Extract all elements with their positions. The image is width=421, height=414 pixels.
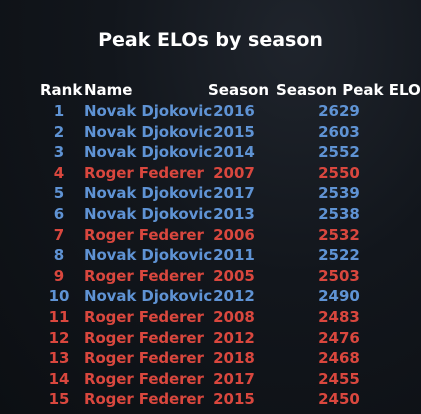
cell-season: 2017	[213, 184, 255, 203]
cell-elo: 2455	[318, 369, 360, 388]
cell-season: 2005	[213, 266, 255, 285]
table-row: 8 Novak Djokovic 2011 2522	[0, 245, 421, 265]
cell-elo: 2450	[318, 390, 360, 409]
cell-rank: 10	[48, 287, 70, 306]
cell-name: Roger Federer	[84, 349, 204, 368]
cell-rank: 6	[53, 205, 65, 223]
cell-rank: 5	[53, 184, 65, 203]
table-row: 14 Roger Federer 2017 2455	[0, 369, 421, 389]
cell-name: Roger Federer	[84, 266, 204, 285]
cell-name: Roger Federer	[84, 163, 204, 182]
cell-rank: 14	[48, 369, 70, 388]
cell-name: Roger Federer	[84, 328, 204, 347]
cell-season: 2008	[213, 308, 255, 326]
cell-season: 2016	[213, 102, 255, 120]
table-row: 11 Roger Federer 2008 2483	[0, 307, 421, 327]
table-row: 15 Roger Federer 2015 2450	[0, 389, 421, 409]
cell-season: 2018	[213, 349, 255, 368]
cell-elo: 2503	[318, 266, 360, 285]
header-elo: Season Peak ELO	[276, 81, 421, 99]
cell-season: 2017	[213, 369, 255, 388]
cell-elo: 2476	[318, 328, 360, 347]
cell-rank: 11	[48, 308, 70, 326]
cell-season: 2007	[213, 163, 255, 182]
cell-rank: 13	[48, 349, 70, 368]
table-row: 1 Novak Djokovic 2016 2629	[0, 101, 421, 121]
table-row: 12 Roger Federer 2012 2476	[0, 328, 421, 348]
cell-elo: 2629	[318, 102, 360, 120]
cell-season: 2012	[213, 328, 255, 347]
cell-rank: 3	[53, 143, 65, 162]
table-row: 4 Roger Federer 2007 2550	[0, 163, 421, 183]
cell-name: Roger Federer	[84, 308, 204, 326]
cell-name: Novak Djokovic	[84, 184, 213, 203]
cell-elo: 2522	[318, 246, 360, 265]
table-header: Rank Name Season Season Peak ELO	[0, 80, 421, 100]
cell-name: Roger Federer	[84, 390, 204, 409]
cell-elo: 2550	[318, 163, 360, 182]
cell-rank: 8	[53, 246, 65, 265]
table-row: 5 Novak Djokovic 2017 2539	[0, 183, 421, 203]
cell-rank: 15	[48, 390, 70, 409]
header-season: Season	[208, 81, 270, 99]
cell-rank: 9	[53, 266, 65, 285]
cell-rank: 7	[53, 225, 65, 244]
cell-season: 2006	[213, 225, 255, 244]
cell-elo: 2468	[318, 349, 360, 368]
cell-rank: 1	[53, 102, 65, 120]
cell-elo: 2539	[318, 184, 360, 203]
cell-name: Novak Djokovic	[84, 205, 213, 223]
cell-elo: 2490	[318, 287, 360, 306]
table-row: 7 Roger Federer 2006 2532	[0, 225, 421, 245]
cell-elo: 2603	[318, 122, 360, 141]
cell-season: 2015	[213, 390, 255, 409]
cell-name: Roger Federer	[84, 225, 204, 244]
cell-name: Novak Djokovic	[84, 143, 213, 162]
table-row: 3 Novak Djokovic 2014 2552	[0, 142, 421, 162]
cell-season: 2012	[213, 287, 255, 306]
cell-name: Novak Djokovic	[84, 246, 213, 265]
table-row: 6 Novak Djokovic 2013 2538	[0, 204, 421, 224]
table-row: 10 Novak Djokovic 2012 2490	[0, 286, 421, 306]
cell-season: 2013	[213, 205, 255, 223]
cell-season: 2011	[213, 246, 255, 265]
table-row: 9 Roger Federer 2005 2503	[0, 266, 421, 286]
cell-elo: 2538	[318, 205, 360, 223]
cell-name: Novak Djokovic	[84, 287, 213, 306]
header-rank: Rank	[40, 81, 83, 99]
cell-season: 2015	[213, 122, 255, 141]
cell-rank: 2	[53, 122, 65, 141]
cell-season: 2014	[213, 143, 255, 162]
cell-rank: 4	[53, 163, 65, 182]
header-name: Name	[84, 81, 133, 99]
cell-elo: 2552	[318, 143, 360, 162]
cell-elo: 2532	[318, 225, 360, 244]
cell-elo: 2483	[318, 308, 360, 326]
cell-name: Roger Federer	[84, 369, 204, 388]
cell-name: Novak Djokovic	[84, 102, 213, 120]
table-row: 2 Novak Djokovic 2015 2603	[0, 122, 421, 142]
table-row: 13 Roger Federer 2018 2468	[0, 348, 421, 368]
page-title: Peak ELOs by season	[98, 29, 323, 51]
cell-name: Novak Djokovic	[84, 122, 213, 141]
cell-rank: 12	[48, 328, 70, 347]
